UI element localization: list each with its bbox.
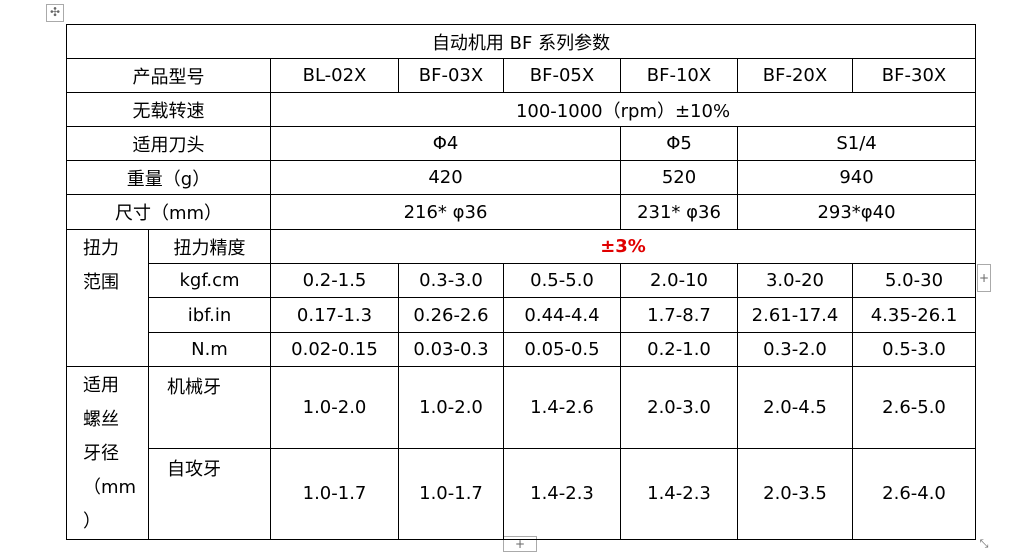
spec-table: 自动机用 BF 系列参数 产品型号 BL-02X BF-03X BF-05X BF-10X… [65,24,977,541]
table-row: ibf.in 0.17-1.3 0.26-2.6 0.44-4.4 1.7-8.7 2.6… [67,297,977,333]
torque-value: 0.17-1.3 [270,297,399,333]
row-label: 重量（g） [66,160,271,195]
table-row: 自动机用 BF 系列参数 [65,24,977,59]
model-name: BF-10X [620,58,738,93]
table-row: 适用 螺丝 牙径 （mm）机械牙 1.0-2.0 1.0-2.0 1.4-2.6 2.0-3.… [66,366,977,540]
move-handle[interactable]: ✣ [46,4,64,22]
size-value: 293*φ40 [736,194,977,230]
label-line: ） [83,511,101,532]
model-name: BF-05X [503,58,621,93]
speed-value: 100-1000（rpm）±10% [269,92,977,127]
thread-value: 2.0-3.0 [620,366,738,449]
thread-value: 2.0-3.5 [737,447,853,541]
precision-value: ±3% [269,229,977,264]
torque-value: 5.0-30 [851,263,977,298]
model-name: BF-03X [398,58,504,93]
size-value: 231* φ36 [620,194,738,230]
row-label: 尺寸（mm） [66,194,271,230]
add-column[interactable]: + [977,264,991,292]
label-line: （mm [83,477,137,498]
table-row: 产品型号 BL-02X BF-03X BF-05X BF-10X BF-20X BF-30X [66,58,977,93]
thread-label: 适用螺丝牙径 （mm ） [66,366,149,540]
table-row: 扭力 范围 扭力精度 ±3% [66,229,977,367]
torque-value: 3.0-20 [737,263,853,298]
thread-type: 自攻牙 [148,447,271,541]
label-line: 范围 [83,272,119,293]
torque-value: 0.5-3.0 [851,332,977,367]
weight-value: 520 [620,160,738,195]
thread-value: 2.6-5.0 [851,366,977,449]
model-name: BL-02X [270,58,399,93]
resize-handle[interactable]: ⤡ [978,537,990,550]
bit-value: S1/4 [736,126,977,161]
label-line: 螺丝 [83,409,119,430]
thread-type: 机械牙 [148,366,271,449]
torque-value: 0.5-5.0 [503,263,621,298]
table-row: N.m 0.02-0.15 0.03-0.3 0.05-0.5 0.2-1.0 0.3-2… [67,332,977,367]
row-label: 产品型号 [66,58,271,93]
thread-value: 2.0-4.5 [737,366,853,449]
torque-value: 0.02-0.15 [270,332,399,367]
thread-value: 1.0-2.0 [398,366,504,449]
model-name: BF-30X [851,58,977,93]
torque-value: 0.2-1.5 [270,263,399,298]
row-label: 适用刀头 [66,126,271,161]
table-row: 尺寸（mm） 216* φ36 231* φ36 293*φ40 [66,194,977,230]
row-label: 扭力精度 [148,229,271,264]
torque-value: 2.61-17.4 [737,297,853,333]
weight-value: 420 [270,160,621,195]
table-row: 适用刀头 Φ4 Φ5 S1/4 [66,126,977,161]
model-name: BF-20X [737,58,853,93]
bit-value: Φ5 [620,126,738,161]
table-row: 自攻牙 1.0-1.7 1.0-1.7 1.4-2.3 1.4-2.3 2.0-3.5 2.… [67,447,977,541]
size-value: 216* φ36 [270,194,621,230]
unit-label: kgf.cm [148,263,271,298]
label-line: 适用 [83,375,119,396]
torque-value: 0.05-0.5 [503,332,621,367]
thread-value: 1.4-2.3 [620,447,738,541]
unit-label: N.m [148,332,271,367]
unit-label: ibf.in [148,297,271,333]
torque-value: 0.3-3.0 [398,263,504,298]
table-row: kgf.cm 0.2-1.5 0.3-3.0 0.5-5.0 2.0-10 3.0-20 5… [67,263,977,298]
torque-value: 0.2-1.0 [620,332,738,367]
table-row: 无载转速 100-1000（rpm）±10% [66,92,977,127]
thread-value: 1.4-2.6 [503,366,621,449]
thread-value: 1.0-1.7 [398,447,504,541]
thread-value: 1.0-2.0 [270,366,399,449]
label-line: 扭力 [83,238,119,259]
row-label: 无载转速 [66,92,271,127]
table-title: 自动机用 BF 系列参数 [65,24,977,59]
torque-value: 1.7-8.7 [620,297,738,333]
label-line: 牙径 [83,443,119,464]
torque-value: 0.3-2.0 [737,332,853,367]
table-row: 重量（g） 420 520 940 [66,160,977,195]
thread-value: 1.4-2.3 [503,447,621,541]
weight-value: 940 [736,160,977,195]
torque-value: 4.35-26.1 [851,297,977,333]
torque-label: 扭力 范围 [66,229,149,367]
thread-value: 2.6-4.0 [851,447,977,541]
torque-value: 0.44-4.4 [503,297,621,333]
torque-value: 2.0-10 [620,263,738,298]
torque-value: 0.26-2.6 [398,297,504,333]
thread-value: 1.0-1.7 [270,447,399,541]
torque-value: 0.03-0.3 [398,332,504,367]
bit-value: Φ4 [270,126,621,161]
